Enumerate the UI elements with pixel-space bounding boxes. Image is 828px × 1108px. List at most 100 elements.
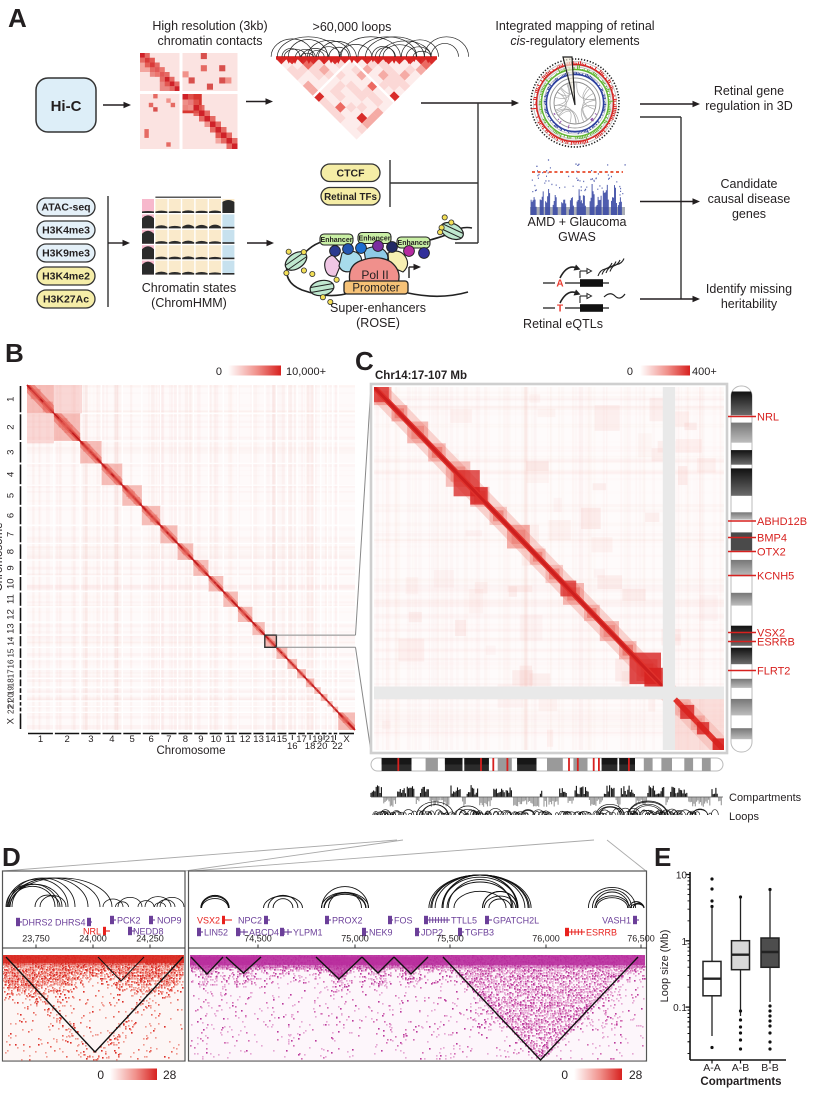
svg-text:regulation in 3D: regulation in 3D [705,99,793,113]
svg-text:0: 0 [216,366,222,378]
svg-text:Chromosome: Chromosome [0,522,5,591]
svg-text:4: 4 [109,734,114,745]
svg-text:3: 3 [6,450,17,455]
svg-text:C: C [355,346,374,376]
svg-text:NOP9: NOP9 [157,916,182,926]
svg-text:A: A [8,3,27,33]
svg-text:11: 11 [6,594,17,604]
svg-text:cis-regulatory elements: cis-regulatory elements [510,34,639,48]
svg-text:(ChromHMM): (ChromHMM) [151,296,227,310]
svg-text:B: B [5,338,24,368]
svg-text:NRL: NRL [83,927,101,937]
svg-text:18: 18 [7,678,16,687]
svg-text:3: 3 [88,734,93,745]
svg-text:10,000+: 10,000+ [286,366,326,378]
svg-text:14: 14 [265,734,276,745]
svg-text:Loops: Loops [729,811,759,823]
svg-text:NEDD8: NEDD8 [133,927,164,937]
svg-text:X: X [6,717,17,724]
svg-text:21: 21 [325,734,336,745]
svg-text:22: 22 [332,741,343,752]
svg-text:24,250: 24,250 [136,934,164,944]
svg-text:Compartments: Compartments [700,1076,781,1088]
svg-text:Super-enhancers: Super-enhancers [330,301,426,315]
svg-text:1: 1 [6,397,17,402]
svg-text:NEK9: NEK9 [369,928,393,938]
svg-text:17: 17 [7,669,16,678]
svg-text:chromatin contacts: chromatin contacts [158,34,263,48]
svg-text:2: 2 [6,424,17,429]
svg-text:6: 6 [148,734,153,745]
svg-text:Chr14:17-107 Mb: Chr14:17-107 Mb [375,370,467,382]
svg-text:NPC2: NPC2 [238,916,262,926]
svg-text:JDP2: JDP2 [421,928,443,938]
svg-text:76,000: 76,000 [532,934,560,944]
svg-text:Retinal TFs: Retinal TFs [324,192,377,203]
svg-text:15: 15 [277,734,288,745]
svg-text:21: 21 [7,699,16,708]
svg-text:76,500: 76,500 [627,934,655,944]
svg-text:12: 12 [240,734,251,745]
svg-text:DHRS4: DHRS4 [55,918,86,928]
svg-text:Enhancer: Enhancer [398,240,430,247]
svg-text:Pol II: Pol II [361,268,388,282]
svg-text:CTCF: CTCF [337,167,366,179]
svg-text:B-B: B-B [761,1062,779,1074]
svg-text:20: 20 [317,741,328,752]
svg-text:Chromosome: Chromosome [156,745,225,757]
svg-text:YLPM1: YLPM1 [293,928,323,938]
svg-text:13: 13 [253,734,264,745]
svg-text:13: 13 [6,623,17,634]
svg-text:PROX2: PROX2 [332,916,363,926]
svg-text:75,500: 75,500 [436,934,464,944]
svg-text:Identify missing: Identify missing [706,282,792,296]
svg-text:D: D [2,842,21,872]
svg-text:ABHD12B: ABHD12B [757,516,807,528]
svg-text:AMD + Glaucoma: AMD + Glaucoma [528,215,627,229]
svg-text:ABCD4: ABCD4 [249,928,279,938]
svg-text:VSX2: VSX2 [757,628,785,640]
svg-text:Compartments: Compartments [729,792,802,804]
svg-text:Promoter: Promoter [352,283,399,295]
svg-text:PCK2: PCK2 [117,916,141,926]
svg-text:14: 14 [7,636,16,645]
svg-text:BMP4: BMP4 [757,533,787,545]
svg-text:Enhancer: Enhancer [359,236,391,243]
svg-text:28: 28 [629,1068,643,1082]
svg-text:GWAS: GWAS [558,230,596,244]
svg-text:0: 0 [561,1068,568,1082]
svg-text:Enhancer: Enhancer [321,237,353,244]
svg-text:8: 8 [183,734,188,745]
svg-text:75,000: 75,000 [341,934,369,944]
svg-text:LIN52: LIN52 [204,928,228,938]
svg-text:Retinal eQTLs: Retinal eQTLs [523,317,603,331]
svg-text:16: 16 [7,659,16,668]
svg-text:genes: genes [732,207,766,221]
svg-text:5: 5 [6,493,17,498]
svg-text:E: E [654,842,671,872]
svg-text:11: 11 [226,734,236,745]
svg-text:Hi-C: Hi-C [51,98,82,115]
svg-text:A-B: A-B [732,1062,750,1074]
svg-text:H3K4me3: H3K4me3 [42,225,90,237]
svg-text:0: 0 [627,366,633,378]
svg-text:10: 10 [676,871,688,882]
svg-text:X: X [343,734,350,745]
svg-text:9: 9 [198,734,203,745]
svg-text:>60,000 loops: >60,000 loops [313,20,392,34]
svg-text:Integrated mapping of retinal: Integrated mapping of retinal [495,19,654,33]
svg-text:(ROSE): (ROSE) [356,316,400,330]
svg-text:FOS: FOS [394,916,413,926]
svg-text:Candidate: Candidate [721,177,778,191]
svg-text:17: 17 [296,734,307,745]
svg-text:7: 7 [166,734,171,745]
svg-text:NRL: NRL [757,412,779,424]
svg-text:heritability: heritability [721,297,778,311]
svg-text:4: 4 [6,472,17,477]
svg-text:causal disease: causal disease [708,192,791,206]
svg-text:Retinal gene: Retinal gene [714,84,784,98]
svg-text:10: 10 [211,734,222,745]
svg-text:28: 28 [163,1068,177,1082]
svg-text:8: 8 [6,549,17,554]
svg-text:19: 19 [312,734,323,745]
